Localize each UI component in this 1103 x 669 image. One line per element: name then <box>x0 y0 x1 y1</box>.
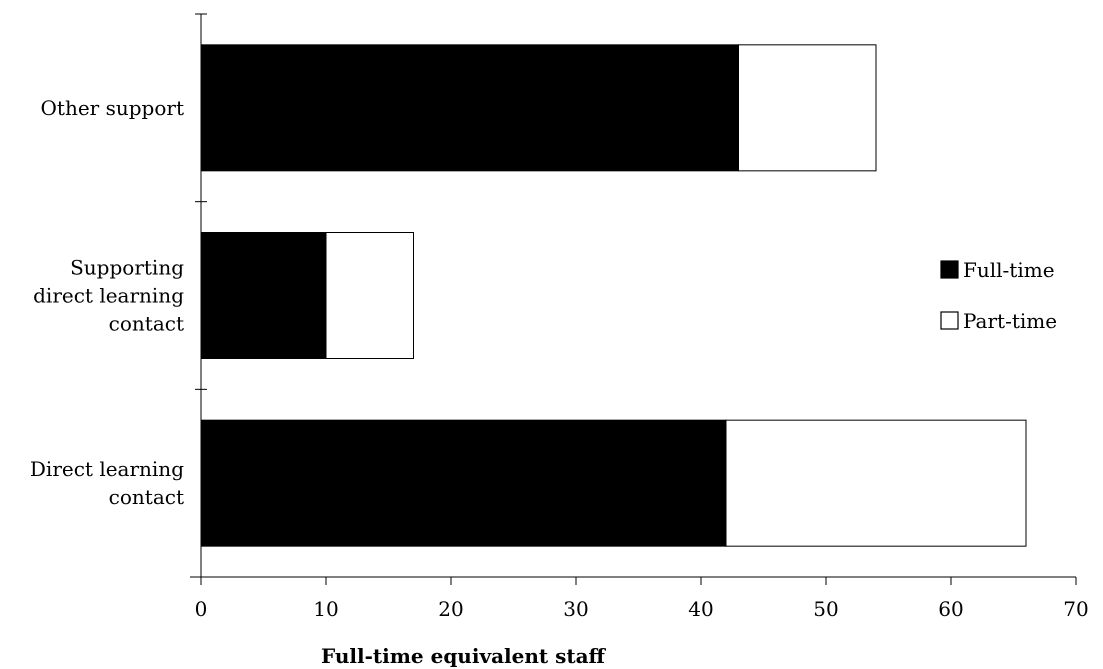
bars <box>200 44 1027 547</box>
bar-part-time-0 <box>738 44 877 172</box>
x-tick-label: 60 <box>938 597 963 621</box>
x-tick-label: 20 <box>438 597 463 621</box>
x-tick-label: 30 <box>563 597 588 621</box>
bar-part-time-2 <box>725 419 1027 547</box>
x-tick-label: 40 <box>688 597 713 621</box>
x-axis-title: Full-time equivalent staff <box>321 644 607 668</box>
category-label: Direct learning contact <box>30 457 184 509</box>
bar-full-time-2 <box>200 419 727 547</box>
x-tick-label: 50 <box>813 597 838 621</box>
bar-full-time-1 <box>200 232 327 359</box>
category-label: Other support <box>41 96 184 120</box>
x-tick-label: 10 <box>313 597 338 621</box>
legend-label: Full-time <box>963 258 1055 282</box>
x-ticks: 0 10 20 30 40 50 60 70 <box>195 577 1089 621</box>
bar-part-time-1 <box>325 232 414 359</box>
legend: Full-time Part-time <box>940 258 1057 333</box>
x-tick-label: 70 <box>1063 597 1088 621</box>
category-label: Supporting direct learning contact <box>33 256 184 336</box>
legend-swatch-part-time <box>940 311 959 330</box>
bar-full-time-0 <box>200 44 739 172</box>
legend-label: Part-time <box>963 309 1057 333</box>
x-tick-label: 0 <box>195 597 208 621</box>
category-labels: Other support Supporting direct learning co… <box>30 96 184 509</box>
legend-swatch-full-time <box>940 260 959 279</box>
